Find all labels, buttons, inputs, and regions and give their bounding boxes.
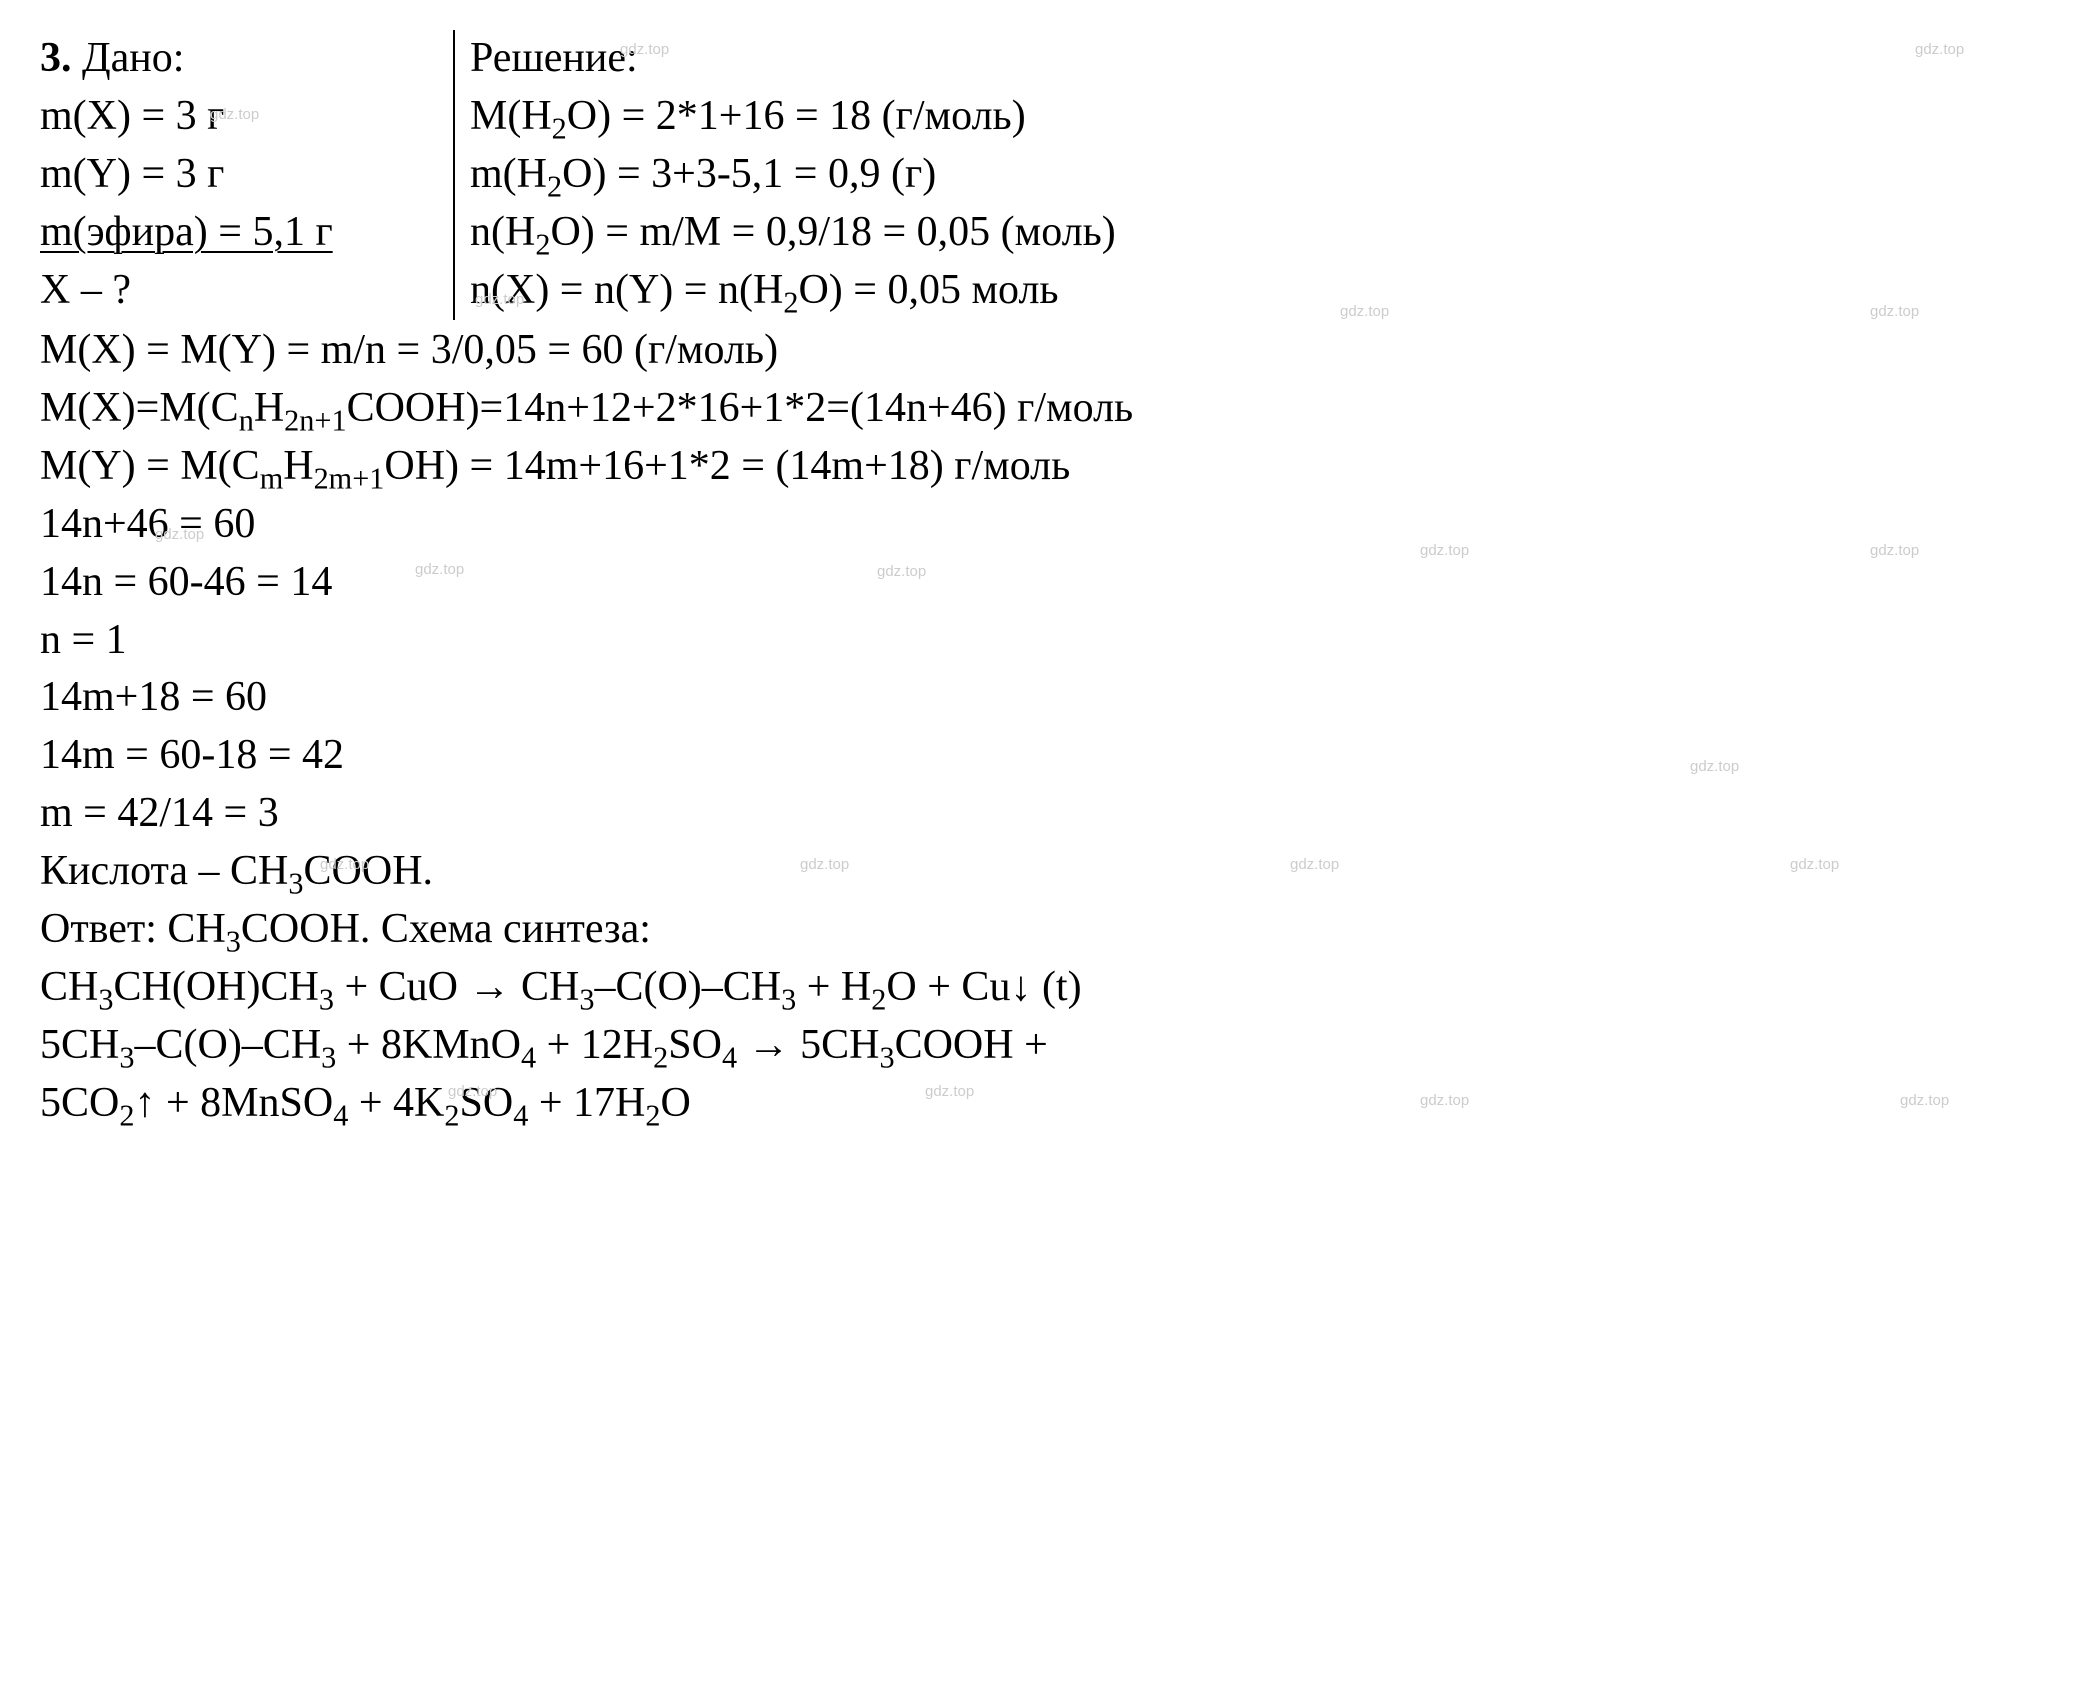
cont-line-12: CH3CH(OH)CH3 + CuO → CH3–C(O)–CH3 + H2O … (40, 959, 2056, 1017)
given-label: Дано: (82, 35, 184, 81)
cont-line-2: M(X)=M(CnH2n+1COOH)=14n+12+2*16+1*2=(14n… (40, 380, 2056, 438)
cont-line-10: Кислота – CH3COOH. (40, 843, 2056, 901)
cont-line-7: 14m+18 = 60 (40, 669, 2056, 727)
solution-continuation: M(X) = M(Y) = m/n = 3/0,05 = 60 (г/моль)… (40, 322, 2056, 1133)
cont-line-9: m = 42/14 = 3 (40, 785, 2056, 843)
solution-line-4: n(X) = n(Y) = n(H2O) = 0,05 моль (470, 262, 2056, 320)
given-line-1: m(X) = 3 г (40, 88, 438, 146)
cont-line-1: M(X) = M(Y) = m/n = 3/0,05 = 60 (г/моль) (40, 322, 2056, 380)
cont-line-6: n = 1 (40, 612, 2056, 670)
cont-line-4: 14n+46 = 60 (40, 496, 2056, 554)
solution-line-3: n(H2O) = m/M = 0,9/18 = 0,05 (моль) (470, 204, 2056, 262)
problem-number: 3. (40, 35, 72, 81)
cont-line-14: 5CO2↑ + 8MnSO4 + 4K2SO4 + 17H2O (40, 1075, 2056, 1133)
solution-line-1: M(H2O) = 2*1+16 = 18 (г/моль) (470, 88, 2056, 146)
solution-column: Решение: M(H2O) = 2*1+16 = 18 (г/моль) m… (455, 30, 2056, 320)
solution-line-2: m(H2O) = 3+3-5,1 = 0,9 (г) (470, 146, 2056, 204)
cont-line-3: M(Y) = M(CmH2m+1OH) = 14m+16+1*2 = (14m+… (40, 438, 2056, 496)
cont-line-8: 14m = 60-18 = 42 (40, 727, 2056, 785)
given-column: 3. Дано: m(X) = 3 г m(Y) = 3 г m(эфира) … (40, 30, 455, 320)
cont-line-13: 5CH3–C(O)–CH3 + 8KMnO4 + 12H2SO4 → 5CH3C… (40, 1017, 2056, 1075)
cont-line-11: Ответ: CH3COOH. Схема синтеза: (40, 901, 2056, 959)
solution-label: Решение: (470, 30, 2056, 88)
given-header: 3. Дано: (40, 30, 438, 88)
given-line-4: X – ? (40, 262, 438, 320)
given-line-3: m(эфира) = 5,1 г (40, 204, 438, 262)
given-line-2: m(Y) = 3 г (40, 146, 438, 204)
cont-line-5: 14n = 60-46 = 14 (40, 554, 2056, 612)
problem-header-section: 3. Дано: m(X) = 3 г m(Y) = 3 г m(эфира) … (40, 30, 2056, 320)
